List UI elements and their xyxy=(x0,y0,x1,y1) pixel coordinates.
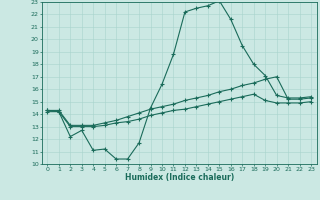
X-axis label: Humidex (Indice chaleur): Humidex (Indice chaleur) xyxy=(124,173,234,182)
